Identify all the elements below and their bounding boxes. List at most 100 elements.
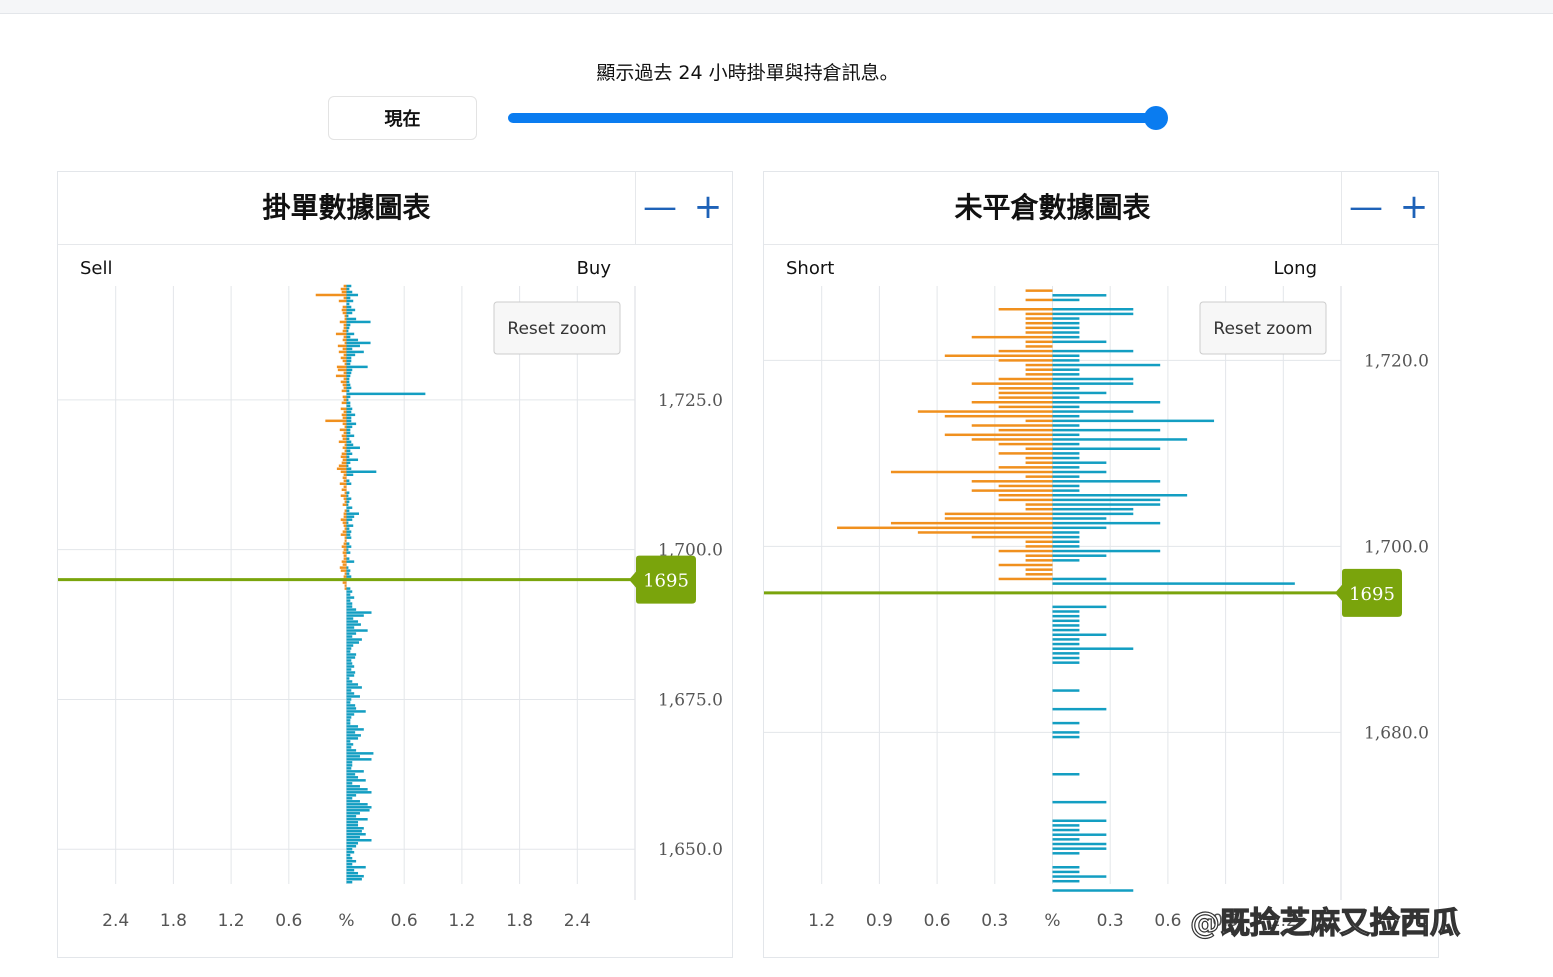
orders-right-bar	[346, 761, 353, 764]
positions-right-bar	[1052, 628, 1080, 632]
positions-right-bar	[1052, 889, 1134, 892]
positions-left-side-label: Short	[786, 258, 834, 279]
orders-right-bar	[346, 776, 359, 779]
orders-right-bar	[346, 371, 352, 375]
positions-current-price-tag	[1335, 568, 1402, 617]
orders-reset-zoom-label[interactable]: Reset zoom	[507, 319, 606, 339]
orders-right-bar	[346, 479, 350, 482]
positions-chart[interactable]: 1.2 0.9 0.6 0.3% 0.3 0.6 0.9 1.2 1,720.0 1,700.0 1…	[764, 244, 1438, 957]
orders-right-bar	[346, 341, 371, 345]
orders-right-bar	[346, 380, 350, 384]
orders-right-bar	[346, 865, 366, 869]
positions-right-bar	[1052, 456, 1080, 460]
orders-right-bar	[346, 503, 349, 506]
positions-right-bar	[1052, 656, 1080, 660]
orders-left-bar	[342, 521, 347, 524]
orders-right-bar	[346, 824, 359, 827]
orders-right-bar	[346, 868, 355, 872]
orders-right-bar	[346, 374, 351, 378]
orders-zoom-in-button[interactable]: +	[693, 187, 723, 227]
orders-right-bar	[346, 560, 355, 563]
positions-left-bar	[971, 438, 1053, 441]
now-button[interactable]: 現在	[328, 96, 477, 140]
orders-left-bar	[342, 422, 347, 426]
positions-current-price-label: 1695	[1349, 584, 1395, 605]
positions-right-bar	[1052, 382, 1134, 385]
positions-zoom-out-button[interactable]: —	[1349, 187, 1383, 227]
positions-right-bar	[1052, 512, 1134, 516]
orders-right-bar	[346, 713, 355, 716]
time-slider-thumb[interactable]	[1144, 106, 1168, 130]
positions-right-bar	[1052, 470, 1107, 474]
time-slider-track[interactable]	[508, 113, 1158, 123]
orders-reset-zoom-button[interactable]: Reset zoom	[493, 301, 621, 355]
orders-right-bar	[346, 773, 356, 776]
positions-right-bar	[1052, 494, 1188, 497]
orders-right-bar	[346, 821, 359, 824]
positions-left-bar	[998, 405, 1053, 409]
positions-left-bar	[1025, 373, 1053, 376]
orders-left-bar	[315, 293, 347, 297]
positions-right-bar	[1052, 387, 1080, 390]
positions-right-bar	[1052, 549, 1161, 553]
positions-right-bar	[1052, 480, 1161, 483]
positions-right-bar	[1052, 652, 1080, 655]
watermark-text: @既捡芝麻又捡西瓜	[1189, 905, 1460, 941]
orders-right-bar	[346, 509, 350, 512]
orders-right-bar	[346, 599, 351, 602]
orders-right-bar	[346, 344, 360, 348]
positions-right-bar	[1052, 633, 1107, 637]
positions-reset-zoom-button[interactable]: Reset zoom	[1199, 301, 1327, 355]
orders-left-bar	[343, 542, 347, 545]
orders-right-bar	[346, 856, 353, 860]
positions-right-bar	[1052, 368, 1080, 371]
orders-left-bar	[340, 470, 347, 474]
orders-right-bar	[346, 359, 352, 363]
orders-left-bar	[339, 566, 347, 569]
orders-chart[interactable]: 2.4 1.8 1.2 0.6% 0.6 1.2 1.8 2.41,725.01,700.01…	[58, 244, 732, 957]
orders-right-bar	[346, 314, 349, 318]
positions-right-bar	[1052, 540, 1080, 544]
positions-right-bar	[1052, 391, 1107, 395]
orders-left-bar	[341, 413, 347, 417]
positions-right-bar	[1052, 800, 1107, 804]
orders-left-bar	[341, 560, 347, 563]
orders-right-bar	[346, 284, 352, 288]
orders-right-bar	[346, 632, 357, 635]
positions-right-bar	[1052, 326, 1080, 330]
orders-left-bar	[343, 548, 347, 551]
x-tick-label: 0.6	[275, 911, 302, 931]
positions-right-bar	[1052, 312, 1134, 316]
orders-right-bar	[346, 608, 357, 611]
orders-left-bar	[343, 323, 347, 327]
orders-left-bar	[340, 380, 347, 384]
positions-left-bar	[971, 424, 1053, 427]
orders-left-bar	[343, 410, 347, 414]
orders-right-bar	[346, 734, 361, 737]
positions-reset-zoom-label[interactable]: Reset zoom	[1213, 319, 1312, 339]
positions-left-bar	[998, 396, 1053, 399]
orders-panel-header: 掛單數據圖表 — +	[58, 172, 732, 245]
orders-right-bar	[346, 530, 352, 533]
orders-right-bar	[346, 785, 360, 788]
orders-right-bar	[346, 320, 371, 324]
orders-left-bar	[344, 584, 347, 587]
orders-left-bar	[343, 335, 347, 339]
orders-left-bar	[344, 536, 347, 539]
orders-right-bar	[346, 686, 362, 689]
positions-right-bar	[1052, 545, 1080, 548]
orders-left-bar	[344, 500, 347, 503]
x-tick-label: 0.3	[981, 911, 1008, 931]
orders-left-bar	[343, 575, 347, 578]
orders-right-bar	[346, 656, 356, 659]
positions-right-bar	[1052, 842, 1107, 846]
orders-current-price-label: 1695	[643, 571, 689, 592]
positions-right-bar	[1052, 721, 1080, 725]
orders-zoom-out-button[interactable]: —	[643, 187, 677, 227]
positions-right-bar	[1052, 452, 1080, 455]
orders-left-bar	[342, 551, 347, 554]
positions-left-bar	[998, 308, 1053, 311]
orders-left-bar	[344, 509, 347, 512]
positions-zoom-in-button[interactable]: +	[1399, 187, 1429, 227]
orders-right-bar	[346, 782, 353, 785]
